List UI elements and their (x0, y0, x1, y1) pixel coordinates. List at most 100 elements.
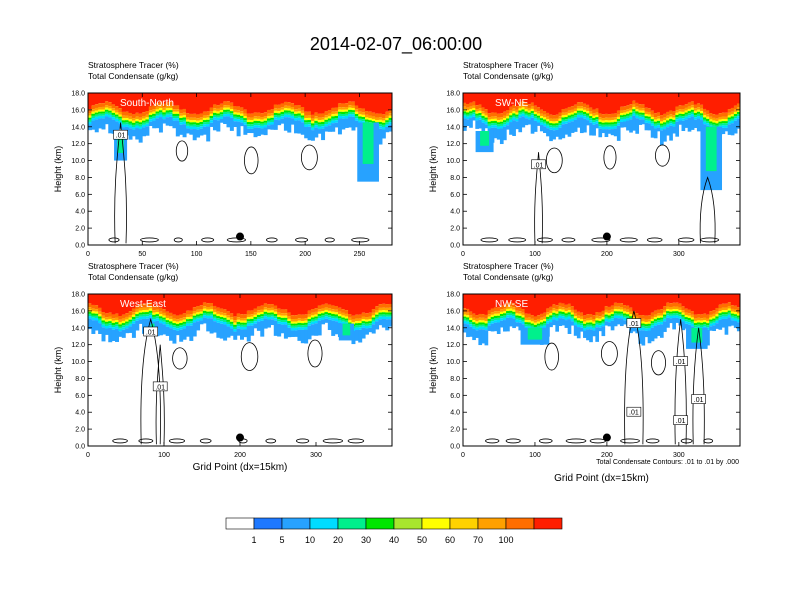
tracer-band (364, 317, 369, 320)
tracer-band (718, 294, 723, 305)
tracer-band (619, 115, 624, 118)
tracer-band (155, 314, 160, 317)
tracer-band (88, 117, 92, 120)
tracer-band (216, 93, 221, 106)
tracer-band (348, 105, 353, 108)
tracer-band (358, 329, 363, 343)
tracer-band (290, 111, 295, 114)
tracer-band (527, 317, 532, 321)
tracer-band (703, 121, 707, 125)
tracer-band (307, 325, 312, 340)
tracer-band (169, 325, 174, 329)
tracer-band (727, 294, 732, 303)
tracer-band (138, 124, 143, 127)
tracer-band (206, 115, 211, 118)
tracer-band (196, 120, 201, 123)
tracer-band (243, 326, 248, 330)
tracer-intrusion (117, 135, 124, 153)
tracer-band (512, 120, 516, 137)
tracer-band (543, 117, 547, 120)
tracer-band (699, 108, 704, 112)
tracer-band (733, 314, 738, 317)
tracer-band (632, 100, 636, 105)
tracer-band (509, 315, 513, 318)
tracer-band (317, 320, 322, 336)
tracer-band (619, 309, 624, 312)
tracer-band (647, 120, 652, 124)
tracer-band (310, 321, 315, 325)
tracer-band (375, 120, 380, 123)
x-tick-label: 200 (299, 251, 311, 258)
tracer-band (481, 320, 486, 323)
tracer-band (364, 294, 369, 314)
tracer-band (223, 116, 228, 124)
y-tick-label: 14.0 (71, 124, 85, 131)
colorbar-swatch (309, 517, 339, 530)
tracer-band (371, 321, 376, 325)
tracer-band (351, 319, 356, 323)
tracer-band (616, 110, 621, 115)
tracer-band (381, 120, 386, 123)
tracer-band (576, 294, 581, 312)
tracer-band (601, 93, 606, 115)
tracer-band (331, 118, 336, 121)
tracer-band (229, 109, 234, 112)
tracer-band (558, 93, 563, 113)
y-tick-label: 16.0 (71, 107, 85, 114)
contour-label: .01 (676, 418, 686, 425)
tracer-band (626, 115, 630, 118)
x-tick-label: 0 (86, 251, 90, 258)
tracer-band (659, 294, 664, 310)
tracer-band (115, 328, 119, 342)
tracer-band (678, 120, 683, 125)
tracer-band (678, 117, 683, 121)
tracer-band (344, 115, 349, 119)
tracer-band (466, 308, 470, 313)
tracer-band (576, 327, 581, 339)
tracer-band (724, 314, 729, 317)
tracer-band (310, 123, 315, 126)
tracer-band (583, 328, 587, 331)
tracer-band (216, 117, 221, 121)
tracer-band (613, 121, 618, 124)
tracer-band (653, 119, 658, 122)
tracer-band (466, 321, 470, 325)
tracer-band (307, 93, 312, 112)
tracer-band (209, 107, 214, 112)
tracer-band (653, 321, 658, 324)
tracer-band (337, 118, 342, 135)
tracer-band (378, 128, 383, 145)
tracer-band (647, 118, 652, 121)
colorbar-swatch (477, 517, 507, 530)
tracer-band (290, 107, 295, 110)
tracer-band (300, 117, 305, 120)
tracer-band (104, 323, 109, 326)
tracer-band (595, 322, 600, 325)
tracer-band (98, 111, 103, 114)
tracer-band (515, 307, 519, 311)
tracer-band (552, 118, 556, 122)
tracer-band (189, 323, 194, 326)
contour-line (138, 438, 154, 444)
tracer-band (632, 107, 636, 110)
tracer-band (736, 116, 740, 119)
tracer-band (690, 116, 695, 130)
y-tick-label: 18.0 (71, 292, 85, 299)
tracer-band (101, 294, 106, 313)
tracer-band (515, 317, 519, 320)
tracer-band (371, 309, 376, 313)
tracer-band (509, 106, 513, 111)
tracer-band (189, 122, 194, 125)
tracer-band (570, 314, 575, 317)
contour-line (700, 237, 720, 243)
tracer-band (635, 294, 640, 314)
tracer-band (469, 115, 473, 119)
tracer-band (307, 316, 312, 320)
section-point-marker (602, 232, 611, 241)
tracer-band (358, 294, 363, 315)
tracer-band (512, 311, 516, 314)
tracer-band (496, 315, 501, 318)
tracer-band (592, 315, 596, 320)
tracer-band (260, 121, 265, 124)
contour-line (508, 237, 527, 243)
